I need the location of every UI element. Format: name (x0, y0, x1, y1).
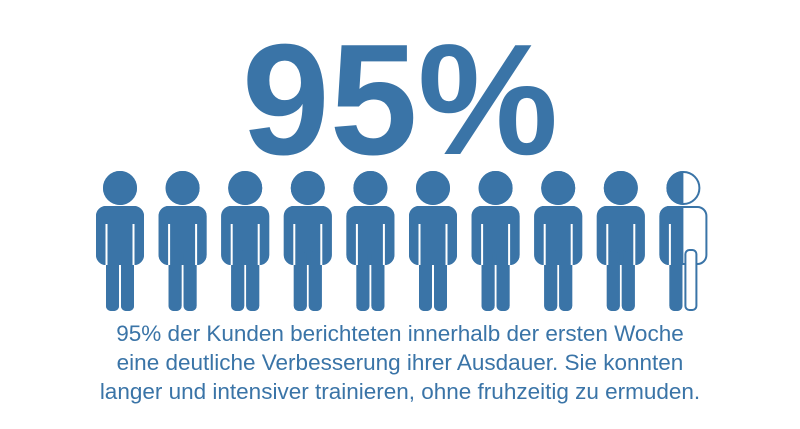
person-icon (471, 171, 520, 311)
person-icon (659, 171, 708, 311)
person-icon (346, 171, 395, 311)
headline-percent: 95% (242, 12, 558, 188)
caption-line: langer und intensiver trainieren, ohne f… (100, 379, 700, 404)
caption-line: 95% der Kunden berichteten innerhalb der… (116, 321, 683, 346)
person-icon (158, 171, 207, 311)
person-icon (96, 171, 144, 311)
person-icon (283, 171, 332, 311)
person-icon (534, 171, 583, 311)
person-icon (596, 171, 645, 311)
caption-line: eine deutliche Verbesserung ihrer Ausdau… (117, 350, 684, 375)
person-icon (409, 171, 457, 311)
person-icon (221, 171, 270, 311)
